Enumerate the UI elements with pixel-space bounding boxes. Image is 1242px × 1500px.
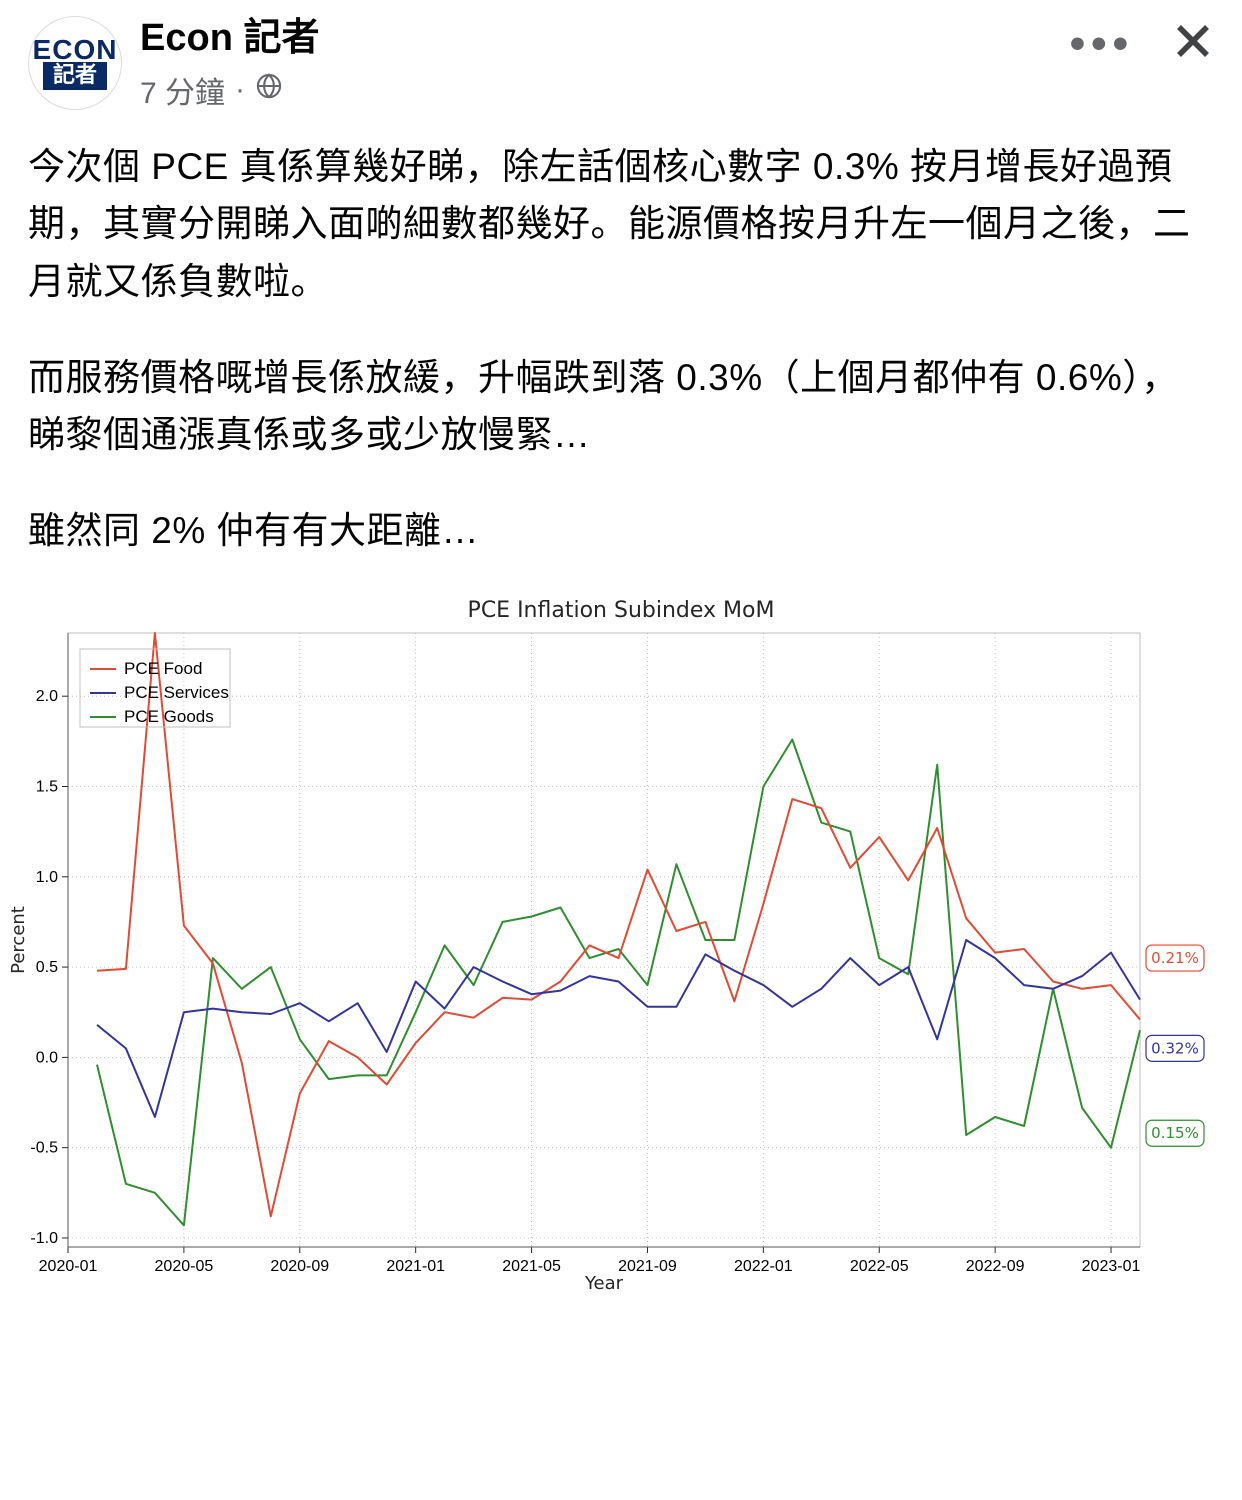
svg-text:Percent: Percent — [8, 906, 29, 974]
svg-text:0.5: 0.5 — [36, 959, 58, 976]
svg-text:0.32%: 0.32% — [1151, 1039, 1199, 1057]
svg-text:2022-09: 2022-09 — [966, 1258, 1025, 1275]
post-paragraph: 雖然同 2% 仲有有大距離… — [28, 502, 1214, 560]
svg-text:2021-09: 2021-09 — [618, 1258, 677, 1275]
post-timestamp[interactable]: 7 分鐘 — [140, 68, 225, 112]
svg-text:Year: Year — [584, 1273, 624, 1294]
svg-text:2023-01: 2023-01 — [1082, 1258, 1141, 1275]
svg-text:2022-01: 2022-01 — [734, 1258, 793, 1275]
meta-separator: · — [233, 73, 247, 107]
svg-text:2020-05: 2020-05 — [155, 1258, 214, 1275]
avatar-text-top: ECON — [33, 36, 118, 64]
close-button[interactable] — [1172, 20, 1214, 67]
svg-text:2.0: 2.0 — [36, 688, 58, 705]
avatar-text-bottom: 記者 — [43, 62, 107, 90]
svg-text:0.21%: 0.21% — [1151, 949, 1199, 967]
post-body: 今次個 PCE 真係算幾好睇，除左話個核心數字 0.3% 按月增長好過預期，其實… — [28, 138, 1214, 560]
svg-text:0.15%: 0.15% — [1151, 1124, 1199, 1142]
svg-text:2020-01: 2020-01 — [39, 1258, 98, 1275]
post-paragraph: 今次個 PCE 真係算幾好睇，除左話個核心數字 0.3% 按月增長好過預期，其實… — [28, 138, 1214, 311]
svg-text:1.0: 1.0 — [36, 869, 58, 886]
svg-text:1.5: 1.5 — [36, 778, 58, 795]
svg-text:-0.5: -0.5 — [30, 1140, 58, 1157]
svg-text:-1.0: -1.0 — [30, 1230, 58, 1247]
svg-text:PCE Goods: PCE Goods — [124, 707, 214, 726]
more-options-button[interactable]: ••• — [1070, 35, 1134, 53]
globe-icon[interactable] — [255, 72, 283, 108]
pce-line-chart: -1.0 -0.5 0.0 0.5 1.0 1.5 2.0 2020-01 2020-05 202… — [6, 627, 1216, 1295]
svg-text:2020-09: 2020-09 — [270, 1258, 329, 1275]
post-paragraph: 而服務價格嘅增長係放緩，升幅跌到落 0.3%（上個月都仲有 0.6%），睇黎個通… — [28, 349, 1214, 464]
svg-text:2021-05: 2021-05 — [502, 1258, 561, 1275]
chart-image: PCE Inflation Subindex MoM -1.0 -0.5 0.0 0.… — [0, 598, 1242, 1295]
author-name[interactable]: Econ 記者 — [140, 16, 1070, 62]
svg-text:PCE Services: PCE Services — [124, 683, 229, 702]
svg-text:2021-01: 2021-01 — [386, 1258, 445, 1275]
svg-text:PCE Food: PCE Food — [124, 659, 202, 678]
svg-text:2022-05: 2022-05 — [850, 1258, 909, 1275]
author-avatar[interactable]: ECON 記者 — [28, 16, 122, 110]
chart-title: PCE Inflation Subindex MoM — [6, 598, 1236, 623]
svg-text:0.0: 0.0 — [36, 1049, 58, 1066]
